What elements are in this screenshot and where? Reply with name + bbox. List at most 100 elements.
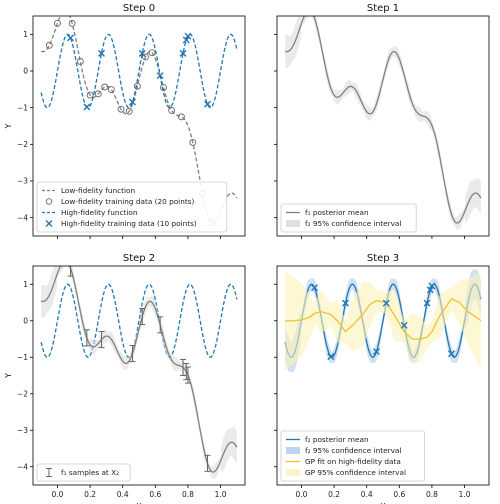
- confidence-band: [41, 266, 237, 479]
- data-point-16: [177, 113, 185, 121]
- marker-stroke: [372, 348, 380, 356]
- legend: f₁ posterior mean f₂ 95% confidence inter…: [280, 203, 417, 233]
- x-axis-label: X: [136, 502, 142, 504]
- y-tick-label: −2: [17, 389, 28, 398]
- data-point-0: [67, 34, 75, 42]
- y-tick-label: −2: [17, 140, 28, 149]
- legend-label: Low-fidelity training data (20 points): [61, 197, 194, 206]
- marker-stroke: [341, 299, 349, 307]
- data-point-6: [179, 49, 187, 57]
- x-tick-label: 0.4: [117, 490, 129, 499]
- panel-title: Step 0: [123, 3, 155, 14]
- data-point-17: [189, 139, 197, 146]
- x-tick-label: 0.8: [182, 490, 194, 499]
- legend-box: [280, 203, 417, 233]
- panel-3: 0.0 0.2 0.4 0.6 0.8 1.0 Step 3 Xf₂ posterior me…: [274, 253, 490, 504]
- legend-swatch: [286, 447, 300, 454]
- y-tick-label: −1: [17, 103, 28, 112]
- legend-label: High-fidelity function: [61, 208, 137, 217]
- error-bar-0: [67, 266, 74, 277]
- data-point-8: [107, 86, 115, 94]
- data-point-5: [86, 91, 94, 99]
- data-point-2: [341, 299, 349, 307]
- data-point-9: [117, 105, 125, 113]
- legend-item: f₂ 95% confidence interval: [286, 219, 401, 228]
- data-point-3: [128, 98, 136, 106]
- x-axis-label: X: [380, 502, 386, 504]
- data-point-8: [184, 32, 192, 40]
- legend: f₂ posterior mean f₂ 95% confidence inter…: [280, 430, 426, 482]
- plot-area: [284, 269, 482, 373]
- marker-stroke: [128, 98, 136, 106]
- x-tick-label: 0.4: [361, 490, 373, 499]
- legend-label: f₂ 95% confidence interval: [305, 446, 401, 455]
- legend-item: High-fidelity function: [42, 208, 137, 217]
- gp-confidence-band: [285, 271, 481, 371]
- marker-stroke: [182, 36, 190, 44]
- legend-box: [36, 463, 131, 482]
- y-tick-label: 0: [23, 67, 28, 76]
- legend-label: GP fit on high-fidelity data: [305, 457, 401, 466]
- marker-stroke: [428, 282, 436, 290]
- error-bar-8: [184, 366, 191, 384]
- legend-box: [280, 430, 426, 482]
- data-point-4: [382, 299, 390, 307]
- axes-frame: [276, 265, 490, 486]
- data-point-0: [45, 41, 53, 49]
- marker-stroke: [382, 299, 390, 307]
- legend-swatch: [45, 220, 53, 227]
- series-line-0: [40, 283, 238, 358]
- data-point-7: [182, 36, 190, 44]
- marker-stroke: [447, 350, 455, 358]
- legend: Low-fidelity function Low-fidelity traini…: [36, 181, 228, 233]
- x-tick-label: 0.0: [51, 490, 63, 499]
- data-point-7: [101, 83, 109, 91]
- data-point-6: [423, 299, 431, 307]
- y-axis-label: Y: [4, 373, 13, 379]
- data-point-0: [311, 284, 319, 292]
- error-bar-5: [157, 316, 164, 334]
- error-bar-1: [83, 329, 90, 347]
- y-tick-label: 1: [23, 30, 28, 39]
- legend-box: [36, 181, 228, 233]
- marker-stroke: [67, 34, 75, 42]
- error-bar-2: [98, 331, 105, 349]
- x-tick-label: 0.2: [84, 490, 96, 499]
- x-tick-label: 0.0: [295, 490, 307, 499]
- marker-stroke: [423, 299, 431, 307]
- marker-stroke: [426, 286, 434, 294]
- y-tick-label: 1: [23, 280, 28, 289]
- error-bar-9: [204, 454, 211, 472]
- data-point-9: [203, 100, 211, 108]
- axes-frame: [276, 15, 490, 237]
- marker-stroke: [156, 72, 164, 80]
- data-point-13: [148, 49, 156, 57]
- data-point-2: [63, 7, 69, 13]
- legend-item: GP fit on high-fidelity data: [286, 457, 401, 466]
- series-line-0: [284, 16, 482, 224]
- data-point-7: [426, 286, 434, 294]
- legend-label: f₁ samples at X₂: [61, 468, 119, 477]
- legend-label: Low-fidelity function: [61, 186, 135, 195]
- y-tick-label: −3: [17, 426, 28, 435]
- marker-stroke: [179, 49, 187, 57]
- data-point-15: [168, 106, 176, 114]
- panel-title: Step 1: [367, 3, 399, 14]
- legend-swatch: [286, 469, 300, 476]
- data-point-3: [372, 348, 380, 356]
- data-point-9: [447, 350, 455, 358]
- marker-stroke: [97, 49, 105, 57]
- confidence-band: [285, 16, 481, 230]
- x-tick-label: 1.0: [215, 490, 227, 499]
- data-point-10: [125, 107, 133, 115]
- marker-stroke: [400, 321, 408, 329]
- data-point-5: [400, 321, 408, 329]
- panel-1: Step 1 f₁ posterior mean f₂ 95% confidence…: [274, 3, 490, 239]
- legend-swatch: [45, 198, 53, 205]
- error-bar-6: [180, 358, 187, 376]
- data-point-3: [68, 19, 76, 27]
- legend-label: f₂ posterior mean: [305, 435, 369, 444]
- data-point-8: [428, 282, 436, 290]
